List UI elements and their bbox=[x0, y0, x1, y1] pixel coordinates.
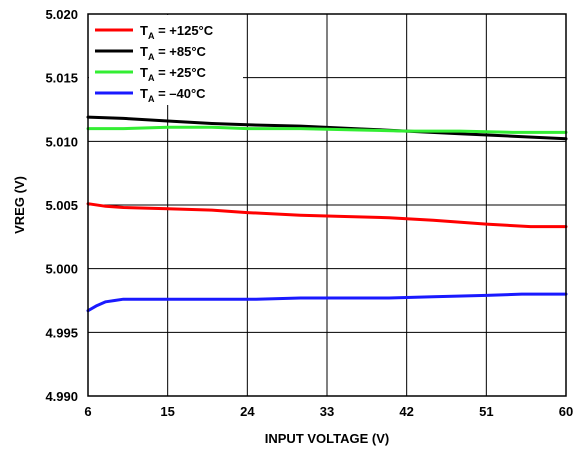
x-tick-label: 15 bbox=[160, 404, 174, 419]
plot-frame bbox=[87, 13, 567, 397]
series-line-2 bbox=[86, 115, 568, 141]
y-tick-label: 5.020 bbox=[45, 7, 78, 22]
x-tick-label: 33 bbox=[320, 404, 334, 419]
x-tick-label: 6 bbox=[84, 404, 91, 419]
y-axis-label: VREG (V) bbox=[12, 176, 27, 234]
y-tick-label: 4.990 bbox=[45, 389, 78, 404]
y-tick-label: 5.010 bbox=[45, 134, 78, 149]
grid bbox=[88, 14, 566, 396]
y-tick-label: 5.005 bbox=[45, 198, 78, 213]
series-line-4 bbox=[86, 292, 568, 313]
y-tick-label: 5.000 bbox=[45, 262, 78, 277]
series-line-1 bbox=[86, 202, 568, 229]
x-tick-label: 51 bbox=[479, 404, 493, 419]
y-tick-labels: 4.990 4.995 5.000 5.005 5.010 5.015 5.020 bbox=[45, 7, 78, 404]
legend-label: TA = +85°C bbox=[140, 44, 207, 62]
x-tick-label: 60 bbox=[559, 404, 573, 419]
y-tick-label: 4.995 bbox=[45, 325, 78, 340]
x-tick-labels: 6 15 24 33 42 51 60 bbox=[84, 404, 573, 419]
legend-label: TA = –40°C bbox=[140, 86, 206, 104]
x-axis-label: INPUT VOLTAGE (V) bbox=[265, 431, 389, 446]
series-lines bbox=[86, 115, 568, 313]
legend-label: TA = +25°C bbox=[140, 65, 207, 83]
x-tick-label: 24 bbox=[240, 404, 255, 419]
series-line-3 bbox=[86, 125, 568, 134]
legend: TA = +125°C TA = +85°C TA = +25°C TA = –40°… bbox=[89, 15, 243, 105]
y-tick-label: 5.015 bbox=[45, 71, 78, 86]
x-tick-label: 42 bbox=[399, 404, 413, 419]
legend-label: TA = +125°C bbox=[140, 23, 214, 41]
